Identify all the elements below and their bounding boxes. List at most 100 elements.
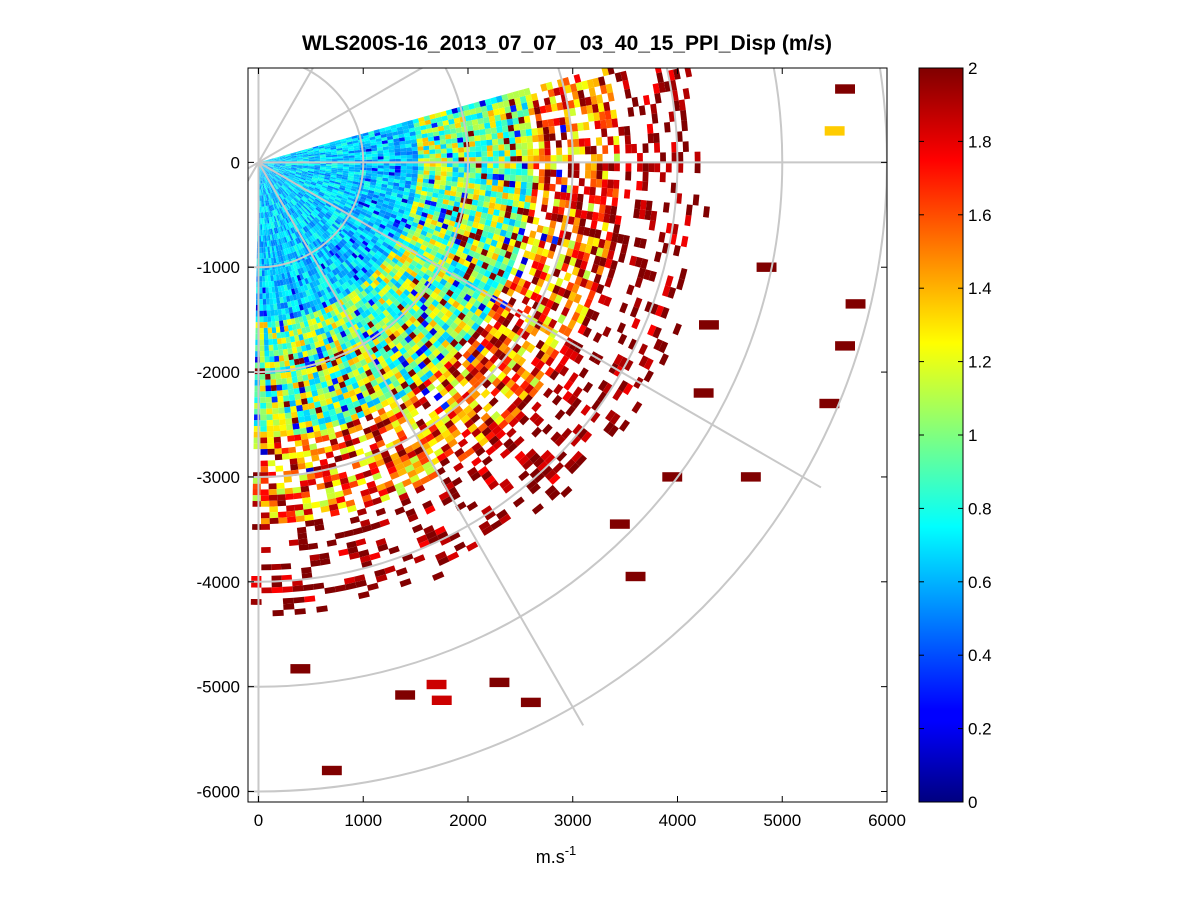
- heat-cell: [631, 401, 643, 414]
- heat-cell: [502, 482, 514, 494]
- heat-cell: [420, 319, 429, 328]
- heat-cell: [445, 134, 452, 140]
- heat-cell: [592, 77, 600, 88]
- heat-cell: [319, 296, 325, 303]
- heat-cell: [337, 205, 344, 210]
- heat-cell: [498, 419, 509, 430]
- heat-cell: [377, 543, 389, 552]
- heat-cell: [260, 379, 266, 386]
- heat-cell: [363, 499, 374, 508]
- heat-cell: [468, 215, 475, 222]
- heat-cell: [327, 199, 334, 205]
- heat-cell: [475, 106, 482, 114]
- heat-cell: [370, 181, 377, 186]
- heat-cell: [314, 328, 321, 336]
- heat-cell: [265, 169, 270, 174]
- heat-cell: [337, 152, 343, 155]
- heat-cell: [643, 357, 654, 371]
- heat-cell: [582, 326, 592, 338]
- heat-cell: [293, 197, 299, 203]
- heat-cell: [409, 455, 420, 465]
- heat-cell: [335, 179, 342, 183]
- heat-cell: [351, 297, 358, 305]
- heat-cell: [471, 456, 482, 467]
- heat-cell: [328, 209, 334, 215]
- heat-cell: [388, 149, 395, 153]
- heat-cell: [259, 287, 263, 294]
- heat-cell: [420, 266, 428, 274]
- heat-cell: [438, 130, 445, 136]
- heat-cell: [325, 170, 332, 174]
- heat-cell: [326, 361, 333, 369]
- heat-cell: [269, 517, 279, 524]
- heat-cell: [324, 146, 331, 150]
- isolated-cell: [824, 126, 845, 136]
- heat-cell: [487, 479, 500, 491]
- heat-cell: [260, 385, 266, 392]
- heat-cell: [371, 170, 378, 174]
- heat-cell: [325, 190, 332, 195]
- heat-cell: [363, 280, 371, 288]
- heat-cell: [445, 257, 453, 265]
- heat-cell: [623, 125, 631, 136]
- heat-cell: [316, 205, 323, 211]
- heat-cell: [262, 195, 265, 201]
- heat-cell: [404, 136, 411, 141]
- heat-cell: [289, 185, 295, 190]
- heat-cell: [636, 180, 643, 191]
- heat-cell: [510, 168, 517, 175]
- heat-cell: [387, 466, 398, 475]
- heat-cell: [287, 324, 293, 332]
- heat-cell: [386, 187, 393, 193]
- heat-cell: [350, 283, 358, 291]
- heat-cell: [658, 353, 669, 366]
- colorbar-tick-label: 1.6: [968, 206, 992, 225]
- heat-cell: [301, 327, 307, 334]
- heat-cell: [410, 289, 418, 297]
- heat-cell: [452, 167, 459, 173]
- heat-cell: [553, 383, 564, 395]
- heat-cell: [530, 366, 541, 377]
- heat-cell: [514, 219, 522, 228]
- heat-cell: [314, 154, 320, 157]
- heat-cell: [294, 440, 303, 447]
- heat-cell: [337, 215, 344, 221]
- heat-cell: [346, 257, 354, 264]
- heat-cell: [404, 335, 413, 344]
- heat-cell: [505, 112, 513, 120]
- heat-cell: [399, 367, 408, 377]
- heat-cell: [410, 208, 417, 215]
- heat-cell: [501, 318, 511, 328]
- heat-cell: [348, 551, 360, 560]
- heat-cell: [318, 175, 325, 179]
- heat-cell: [386, 306, 394, 314]
- heat-cell: [457, 228, 465, 236]
- heat-cell: [365, 175, 372, 179]
- heat-cell: [292, 352, 299, 360]
- heat-cell: [381, 203, 389, 209]
- heat-cell: [484, 122, 491, 129]
- heat-cell: [328, 218, 335, 224]
- heat-cell: [273, 274, 277, 281]
- heat-cell: [408, 253, 416, 260]
- heat-cell: [317, 322, 324, 329]
- heat-cell: [418, 233, 426, 241]
- heat-cell: [276, 482, 285, 489]
- heat-cell: [446, 171, 453, 177]
- heat-cell: [268, 158, 274, 160]
- heat-cell: [284, 182, 290, 187]
- heat-cell: [386, 184, 394, 189]
- heat-cell: [331, 223, 338, 229]
- heat-cell: [465, 395, 475, 405]
- heat-cell: [536, 278, 545, 288]
- heat-cell: [593, 273, 602, 284]
- heat-cell: [444, 214, 452, 221]
- heat-cell: [264, 176, 268, 182]
- heat-cell: [677, 162, 684, 173]
- heat-cell: [442, 369, 452, 379]
- heat-cell: [406, 390, 416, 400]
- heat-cell: [642, 162, 649, 172]
- heat-cell: [312, 147, 319, 151]
- heat-cell: [296, 224, 302, 231]
- heat-cell: [447, 365, 457, 375]
